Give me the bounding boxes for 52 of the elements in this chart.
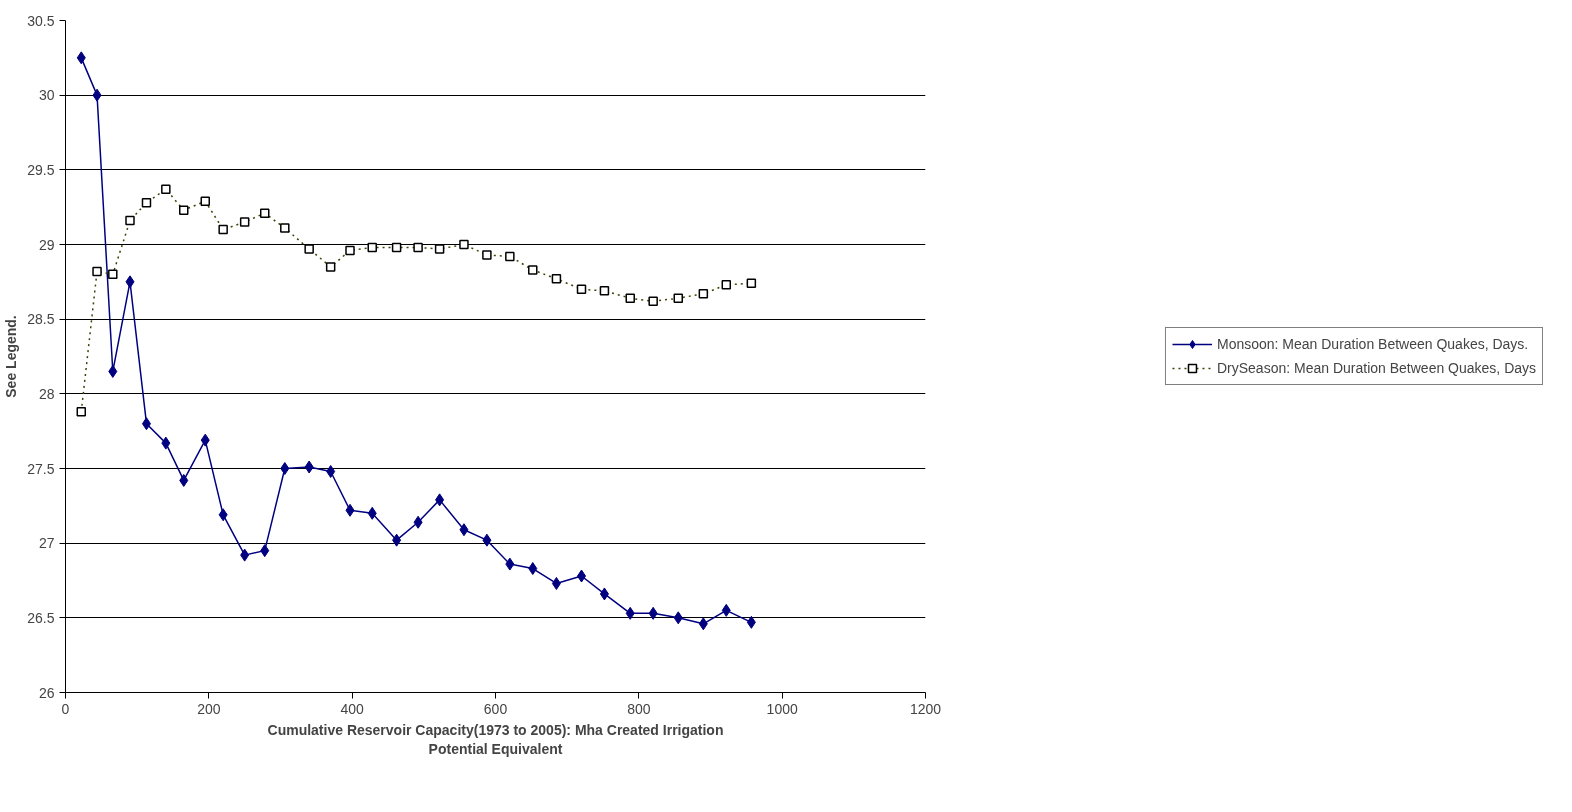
point	[280, 462, 290, 475]
point	[92, 88, 102, 102]
x-tick-label: 200	[197, 700, 221, 717]
point	[179, 473, 189, 487]
point	[746, 615, 756, 629]
y-axis-title: See Legend.	[3, 315, 20, 398]
point	[200, 433, 210, 447]
point	[240, 548, 250, 562]
x-tick-label: 800	[627, 700, 651, 717]
point	[345, 503, 355, 517]
x-tick-label: 1200	[909, 700, 942, 717]
point	[698, 617, 708, 631]
point	[673, 611, 683, 625]
x-tick-label: 1000	[766, 700, 798, 717]
y-tick-label: 28.5	[27, 311, 55, 328]
x-tick-label: 600	[483, 700, 508, 717]
point	[108, 364, 118, 378]
point	[141, 417, 151, 431]
point	[721, 603, 731, 617]
point	[648, 606, 658, 620]
point	[260, 544, 270, 558]
point	[435, 493, 445, 507]
point	[218, 508, 228, 522]
point	[528, 562, 538, 576]
point	[551, 576, 561, 590]
legend-label: DrySeason: Mean Duration Between Quakes, Days	[1216, 360, 1537, 376]
point	[367, 506, 377, 520]
y-tick-label: 27.5	[27, 460, 55, 477]
x-tick-label: 400	[340, 700, 365, 717]
point	[392, 533, 402, 547]
y-tick-label: 29.5	[27, 161, 55, 178]
point	[505, 557, 515, 571]
point	[482, 533, 492, 547]
point	[326, 464, 336, 478]
point	[161, 436, 171, 450]
point	[459, 523, 469, 537]
point	[625, 606, 635, 620]
y-tick-label: 26.5	[27, 609, 55, 626]
point	[76, 51, 86, 65]
y-tick-label: 28	[38, 385, 55, 402]
point	[599, 587, 609, 601]
legend-label: Monsoon: Mean Duration Between Quakes, Days.	[1216, 336, 1529, 352]
y-tick-label: 29	[38, 236, 55, 253]
x-tick-label: 0	[61, 700, 70, 717]
point	[413, 515, 423, 529]
point	[125, 275, 135, 289]
x-axis-title: Cumulative Reservoir Capacity(1973 to 2005): Mha Created Irrigation Potential Equivalent	[267, 721, 724, 757]
point	[304, 460, 314, 474]
y-tick-label: 27	[38, 535, 55, 552]
y-tick-label: 26	[38, 684, 55, 701]
y-tick-label: 30	[38, 87, 55, 104]
y-tick-label: 30.5	[27, 12, 55, 29]
